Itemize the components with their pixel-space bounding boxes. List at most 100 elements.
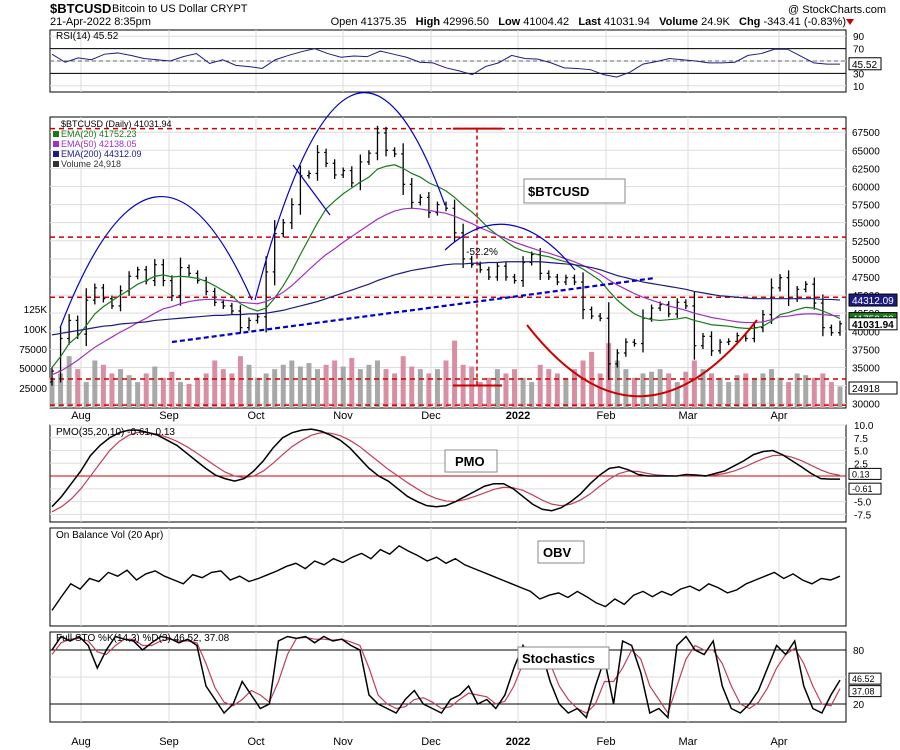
volume-bar xyxy=(229,373,235,408)
volume-bar xyxy=(58,373,64,408)
volume-bar xyxy=(657,369,663,408)
sto-k-line xyxy=(51,635,841,720)
volume-bar xyxy=(768,369,774,408)
volume-bar xyxy=(349,357,355,408)
volume-bar xyxy=(837,386,843,408)
month-label: Sep xyxy=(159,410,179,422)
volume-bar xyxy=(469,366,475,408)
price-tick-label: 55000 xyxy=(852,219,880,230)
volume-bar xyxy=(409,366,415,408)
pmo-tick-label: -7.5 xyxy=(854,510,872,521)
sto-title: Stochastics xyxy=(522,651,595,666)
pmo-value-tag xyxy=(848,467,882,480)
volume-bar xyxy=(109,373,115,408)
month-label: Dec xyxy=(421,410,441,422)
volume-bar xyxy=(803,375,809,408)
volume-bar xyxy=(631,377,637,408)
price-legend-entry: EMA(200) 44312.09 xyxy=(61,149,142,159)
volume-bar xyxy=(443,360,449,408)
panel-frame-price xyxy=(49,116,847,409)
low-label: Low xyxy=(498,16,521,28)
neckline xyxy=(171,276,656,344)
volume-bar xyxy=(332,360,338,408)
legend-swatch xyxy=(53,141,59,147)
volume-bar xyxy=(751,377,757,408)
sto-tick-label: 80 xyxy=(853,646,865,657)
volume-bar xyxy=(820,373,826,408)
ema50-line xyxy=(51,207,841,376)
trend-segment xyxy=(292,164,331,216)
volume-bar xyxy=(786,382,792,408)
volume-bar xyxy=(186,383,192,408)
rsi-value-tag xyxy=(848,57,882,71)
sto-value-text: 37.08 xyxy=(852,687,875,697)
volume-bar xyxy=(734,375,740,408)
sto-value-tag xyxy=(848,672,882,685)
volume-value: 24.9K xyxy=(701,16,730,28)
head-arc xyxy=(254,92,446,301)
pmo-tick-label: 5.0 xyxy=(854,447,868,458)
price-tick-label: 52500 xyxy=(852,237,880,248)
volume-bar xyxy=(169,371,175,408)
price-title: $BTCUSD xyxy=(528,184,589,199)
volume-bar xyxy=(743,373,749,408)
month-label: Apr xyxy=(770,736,787,748)
price-tick-label: 67500 xyxy=(852,128,880,139)
volume-tick-label: 75000 xyxy=(19,345,47,356)
volume-bar xyxy=(683,371,689,408)
rsi-value-text: 45.52 xyxy=(852,60,877,71)
volume-bar xyxy=(49,377,55,408)
month-label: Dec xyxy=(421,736,441,748)
month-label: Mar xyxy=(679,736,698,748)
obv-line xyxy=(51,544,841,611)
volume-bar xyxy=(494,369,500,408)
chart-timestamp: 21-Apr-2022 8:35pm xyxy=(50,16,151,28)
down-arrow-icon xyxy=(846,19,854,25)
volume-tick-label: 50000 xyxy=(19,364,47,375)
obv-title-box xyxy=(537,540,585,564)
legend-swatch xyxy=(53,131,59,137)
price-tick-label: 47500 xyxy=(852,273,880,284)
price-tick-label: 60000 xyxy=(852,182,880,193)
symbol-title: $BTCUSD xyxy=(50,1,112,16)
rsi-legend: RSI(14) 45.52 xyxy=(56,31,119,42)
volume-bar xyxy=(263,373,269,408)
volume-bar xyxy=(529,382,535,408)
symbol-description: Bitcoin to US Dollar CRYPT xyxy=(112,3,248,15)
volume-bar xyxy=(392,373,398,408)
high-label: High xyxy=(415,16,441,28)
legend-swatch xyxy=(53,151,59,157)
volume-bar xyxy=(717,377,723,408)
volume-bar xyxy=(777,377,783,408)
volume-bar xyxy=(357,369,363,408)
volume-bar xyxy=(100,364,106,408)
volume-bar xyxy=(289,360,295,408)
volume-bar xyxy=(152,366,158,408)
month-label: Sep xyxy=(159,736,179,748)
volume-bar xyxy=(315,369,321,408)
sto-legend: Full STO %K(14,3) %D(3) 46.52, 37.08 xyxy=(56,633,230,644)
obv-title: OBV xyxy=(543,545,572,560)
volume-bar xyxy=(589,351,595,408)
left-shoulder-arc xyxy=(59,196,253,329)
volume-bar xyxy=(537,364,543,408)
price-tag-text: 44312.09 xyxy=(852,296,894,307)
open-value: 41375.35 xyxy=(360,16,407,28)
price-tick-label: 30000 xyxy=(852,400,880,411)
low-value: 41004.42 xyxy=(523,16,570,28)
panel-frame-obv xyxy=(49,527,847,627)
volume-bar xyxy=(691,360,697,408)
decline-percent-label: -52.2% xyxy=(466,247,498,258)
last-label: Last xyxy=(578,16,601,28)
volume-bar xyxy=(212,360,218,408)
sto-title-box xyxy=(517,646,610,670)
volume-bar xyxy=(640,373,646,408)
obv-legend: On Balance Vol (20 Apr) xyxy=(56,530,163,541)
volume-bar xyxy=(237,356,243,408)
price-tick-label: 65000 xyxy=(852,146,880,157)
price-tag-text: 24918 xyxy=(852,384,880,395)
price-tag xyxy=(848,293,898,307)
month-label: Aug xyxy=(71,410,91,422)
month-label: Mar xyxy=(679,410,698,422)
volume-bar xyxy=(203,373,209,408)
